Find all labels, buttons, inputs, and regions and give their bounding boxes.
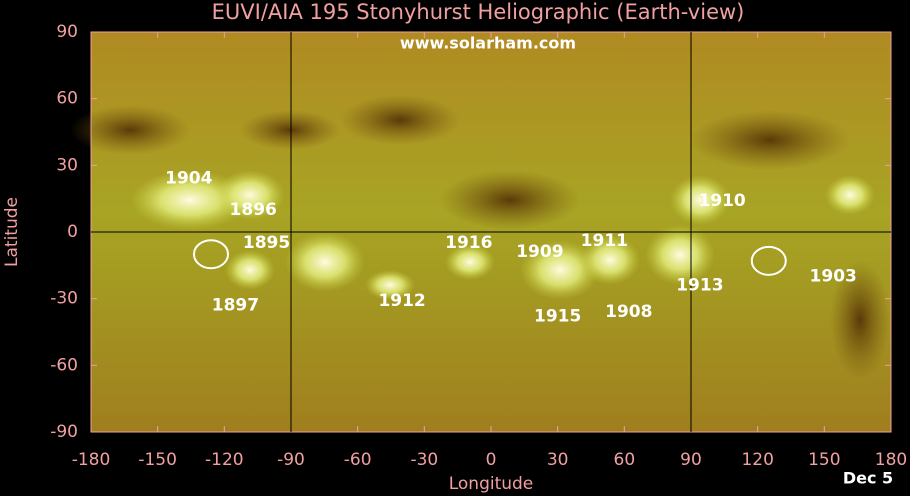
region-label: 1903 bbox=[810, 266, 857, 286]
y-tick-label: 90 bbox=[56, 22, 78, 42]
region-circle bbox=[193, 239, 229, 270]
chart-title: EUVI/AIA 195 Stonyhurst Heliographic (Ea… bbox=[212, 0, 745, 24]
x-axis-label: Longitude bbox=[449, 474, 534, 494]
region-label: 1895 bbox=[243, 233, 290, 253]
y-tick-label: -90 bbox=[50, 422, 78, 442]
x-tick-label: 0 bbox=[486, 450, 497, 470]
x-tick-label: -180 bbox=[72, 450, 111, 470]
y-tick-label: 30 bbox=[56, 155, 78, 175]
region-label: 1896 bbox=[230, 200, 277, 220]
region-label: 1909 bbox=[516, 242, 563, 262]
y-axis-label: Latitude bbox=[2, 197, 22, 267]
region-label: 1912 bbox=[378, 291, 425, 311]
region-label: 1915 bbox=[534, 306, 581, 326]
y-tick-label: -30 bbox=[50, 289, 78, 309]
x-tick-label: -150 bbox=[138, 450, 177, 470]
x-tick-label: 150 bbox=[808, 450, 840, 470]
region-label: 1910 bbox=[698, 191, 745, 211]
x-tick-label: 180 bbox=[875, 450, 907, 470]
x-tick-label: 90 bbox=[680, 450, 702, 470]
x-tick-label: -30 bbox=[410, 450, 438, 470]
region-label: 1904 bbox=[165, 169, 212, 189]
x-tick-label: 120 bbox=[741, 450, 773, 470]
region-label: 1911 bbox=[581, 231, 628, 251]
region-label: 1897 bbox=[212, 295, 259, 315]
y-tick-label: 0 bbox=[67, 222, 78, 242]
watermark: www.solarham.com bbox=[400, 34, 576, 53]
y-tick-label: -60 bbox=[50, 355, 78, 375]
date-label: Dec 5 bbox=[843, 469, 893, 488]
x-tick-label: -120 bbox=[205, 450, 244, 470]
y-tick-label: 60 bbox=[56, 89, 78, 109]
region-circle bbox=[750, 245, 787, 276]
region-label: 1913 bbox=[676, 275, 723, 295]
x-tick-label: 30 bbox=[547, 450, 569, 470]
region-label: 1908 bbox=[605, 302, 652, 322]
x-tick-label: 60 bbox=[614, 450, 636, 470]
x-tick-label: -60 bbox=[344, 450, 372, 470]
x-tick-label: -90 bbox=[277, 450, 305, 470]
region-label: 1916 bbox=[445, 233, 492, 253]
